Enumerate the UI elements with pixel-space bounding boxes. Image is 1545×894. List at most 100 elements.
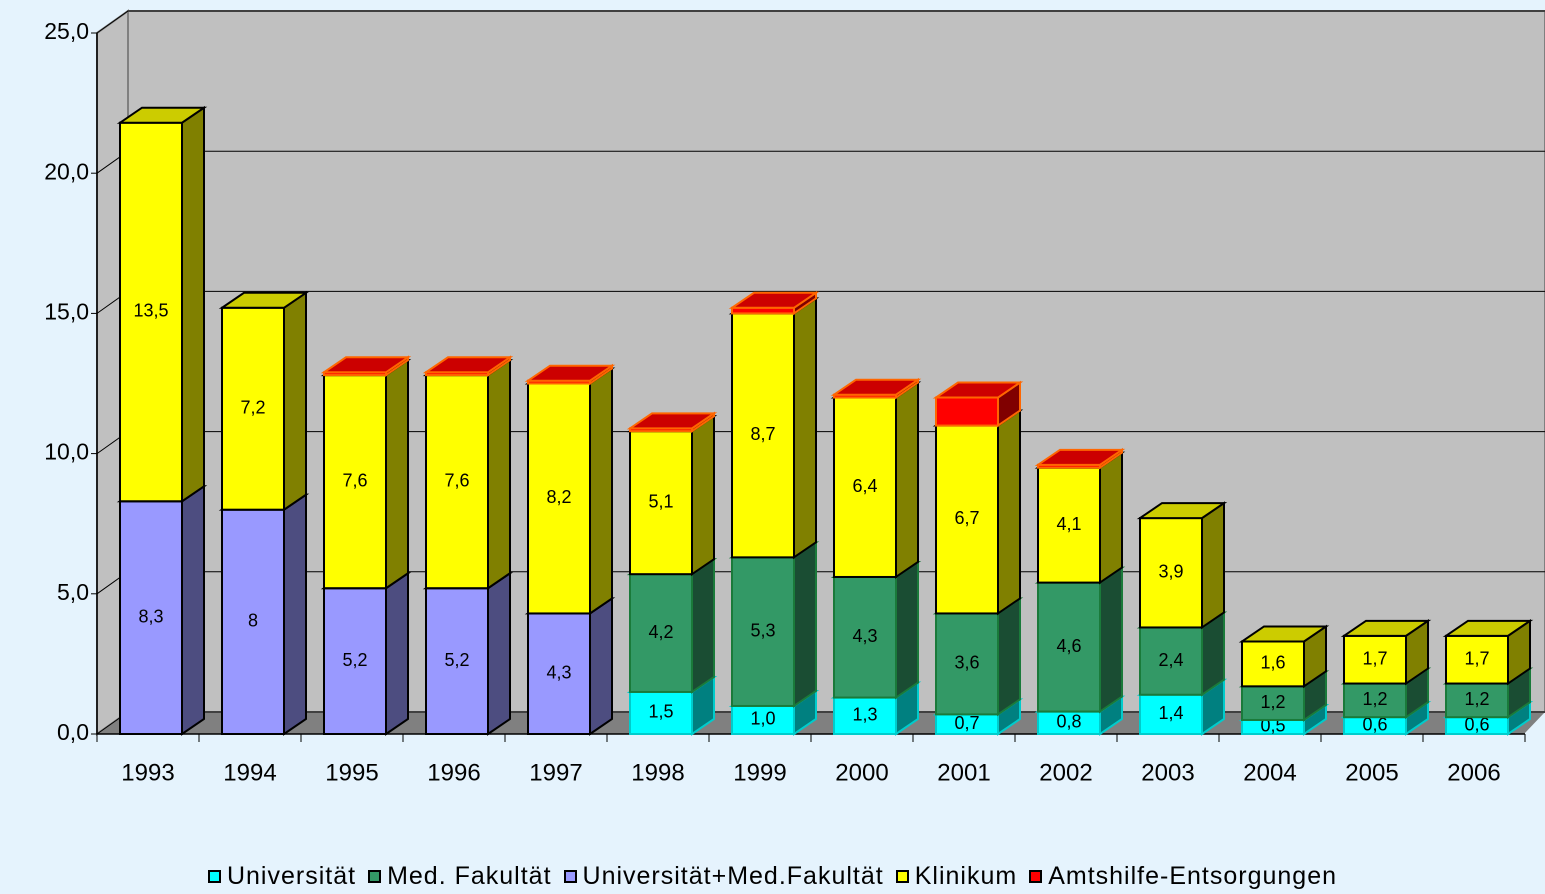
bar	[1037, 581, 1101, 713]
legend-label: Klinikum	[914, 862, 1018, 890]
bar-top	[1136, 502, 1228, 520]
bar-segment: 4,3	[524, 596, 616, 736]
bar-segment	[524, 363, 616, 386]
bar	[221, 508, 285, 735]
value-label: 4,3	[852, 626, 877, 646]
bar-segment: 2,4	[1136, 610, 1228, 697]
bar-side	[589, 596, 613, 736]
value-label: 6,7	[954, 508, 979, 528]
bar-side	[487, 571, 511, 736]
value-label: 1,2	[1260, 692, 1285, 712]
bar-segment: 3,9	[1136, 501, 1228, 630]
value-label: 0,7	[954, 713, 979, 733]
bar-segment: 3,6	[932, 596, 1024, 717]
x-tick-label: 1996	[427, 759, 480, 786]
bar-segment: 1,7	[1442, 618, 1534, 686]
bar	[323, 587, 387, 736]
bar-segment: 4,3	[830, 560, 922, 700]
value-label: 1,2	[1464, 689, 1489, 709]
x-tick-label: 2002	[1039, 759, 1092, 786]
value-label: 7,2	[240, 397, 265, 417]
value-label: 13,5	[133, 301, 168, 321]
bar-side	[385, 571, 409, 736]
bar	[1139, 626, 1203, 696]
bar-segment	[1034, 447, 1126, 470]
legend-swatch	[207, 870, 221, 883]
bar-top	[830, 378, 922, 396]
bar	[731, 704, 795, 736]
bar-side	[895, 560, 919, 700]
bar-side	[793, 540, 817, 708]
x-tick-label: 2006	[1447, 759, 1500, 786]
bar-segment: 1,6	[1238, 624, 1330, 689]
bar	[1037, 466, 1101, 584]
bar-side	[997, 408, 1021, 616]
bar	[1241, 685, 1305, 721]
y-tick-label: 25,0	[44, 18, 89, 44]
bar-segment: 5,3	[728, 540, 820, 708]
y-tick-label: 10,0	[44, 439, 89, 465]
x-tick-label: 2004	[1243, 759, 1296, 786]
legend-item: Universität	[207, 862, 356, 891]
bar-segment: 5,2	[422, 571, 514, 736]
bar-top	[1238, 625, 1330, 643]
value-label: 5,2	[444, 650, 469, 670]
bar-segment: 5,1	[626, 414, 718, 577]
value-label: 5,1	[648, 491, 673, 511]
x-tick-label: 1997	[529, 759, 582, 786]
grid-line	[96, 10, 1545, 34]
bar-segment: 4,2	[626, 557, 718, 694]
bar-segment: 7,2	[218, 290, 310, 512]
bar-top	[422, 356, 514, 374]
bar-side	[895, 380, 919, 579]
bar-segment: 4,6	[1034, 565, 1126, 714]
bar-segment: 6,4	[830, 380, 922, 579]
bar	[1445, 682, 1509, 719]
bar-side	[1099, 565, 1123, 714]
value-label: 1,5	[648, 702, 673, 722]
x-tick-label: 1995	[325, 759, 378, 786]
bar-top	[218, 291, 310, 309]
bar	[1139, 517, 1203, 629]
value-label: 1,2	[1362, 689, 1387, 709]
bar	[629, 573, 693, 693]
x-tick-label: 2005	[1345, 759, 1398, 786]
bar-top	[1442, 619, 1534, 637]
value-label: 3,6	[954, 653, 979, 673]
value-label: 1,4	[1158, 703, 1183, 723]
x-tick-label: 2001	[937, 759, 990, 786]
bar-top	[116, 106, 208, 124]
legend-swatch	[368, 870, 382, 883]
bar-top	[524, 364, 616, 382]
bar-segment	[422, 355, 514, 377]
legend-swatch	[895, 870, 909, 883]
legend-label: Universität+Med.Fakultät	[582, 862, 884, 890]
bar	[221, 306, 285, 511]
y-tick-label: 5,0	[57, 579, 89, 605]
value-label: 4,1	[1056, 514, 1081, 534]
bar-segment: 13,5	[116, 105, 208, 504]
value-label: 4,6	[1056, 636, 1081, 656]
value-label: 8,3	[138, 606, 163, 626]
bar-segment	[932, 380, 1024, 428]
bar-top	[1034, 448, 1126, 466]
value-label: 8,7	[750, 424, 775, 444]
legend-label: Med. Fakultät	[387, 862, 552, 890]
bar-side	[1201, 501, 1225, 630]
value-label: 5,2	[342, 650, 367, 670]
y-tick-label: 15,0	[44, 298, 89, 324]
value-label: 4,3	[546, 662, 571, 682]
value-label: 0,8	[1056, 712, 1081, 732]
bar	[527, 612, 591, 735]
bar-top	[932, 381, 1024, 399]
y-tick-label: 0,0	[57, 719, 89, 745]
bar	[731, 312, 795, 559]
bar	[935, 424, 999, 615]
bar	[833, 396, 897, 578]
x-tick-label: 2003	[1141, 759, 1194, 786]
legend-item: Med. Fakultät	[368, 862, 551, 891]
legend: Universität Med. Fakultät Universität+Med.…	[0, 862, 1545, 891]
bar-side	[283, 492, 307, 736]
legend-swatch	[1029, 870, 1043, 883]
bar	[425, 374, 489, 590]
